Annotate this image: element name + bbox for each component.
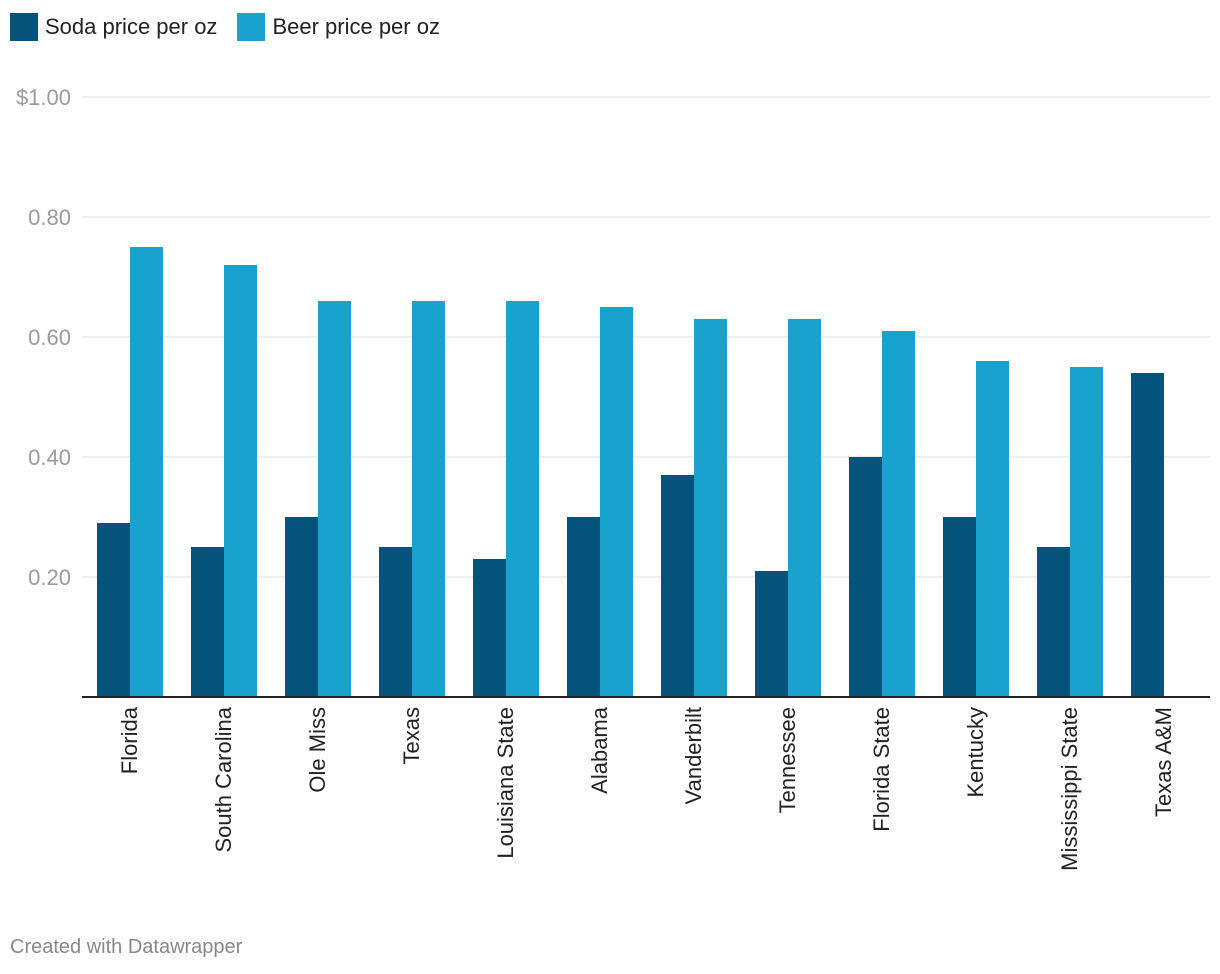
y-tick-label: $1.00 [16,85,71,110]
bar-soda [567,517,600,697]
bar-beer [224,265,257,697]
grid-layer: 0.20 0.40 0.60 0.80 $1.00 [16,85,1210,590]
bar-layer [97,247,1164,697]
bar-soda [943,517,976,697]
bar-soda [1037,547,1070,697]
x-category-label: Florida State [869,707,894,832]
credit-footer: Created with Datawrapper [10,936,243,958]
x-category-label: Kentucky [963,707,988,798]
bar-beer [976,361,1009,697]
bar-beer [788,319,821,697]
legend-swatch [10,13,38,41]
x-category-label: Texas A&M [1151,707,1176,817]
y-tick-label: 0.80 [28,205,71,230]
x-category-label: South Carolina [211,706,236,852]
x-category-label: Vanderbilt [681,707,706,804]
x-category-label: Tennessee [775,707,800,813]
y-tick-label: 0.40 [28,445,71,470]
legend-label: Beer price per oz [272,14,440,39]
bar-soda [755,571,788,697]
bar-soda [473,559,506,697]
bar-beer [318,301,351,697]
bar-beer [694,319,727,697]
legend: Soda price per oz Beer price per oz [10,12,460,42]
x-category-label: Florida [117,706,142,774]
bar-beer [600,307,633,697]
x-category-label: Alabama [587,706,612,794]
bar-beer [412,301,445,697]
legend-label: Soda price per oz [45,14,218,39]
bar-soda [285,517,318,697]
bar-beer [506,301,539,697]
bar-soda [1131,373,1164,697]
x-category-label: Mississippi State [1057,707,1082,871]
bar-soda [379,547,412,697]
legend-swatch [237,13,266,41]
category-label-layer: Florida South Carolina Ole Miss Texas Louisi… [117,706,1176,871]
legend-item-soda: Soda price per oz [10,13,217,41]
bar-soda [661,475,694,697]
y-tick-label: 0.60 [28,325,71,350]
bar-soda [97,523,130,697]
bar-beer [882,331,915,697]
legend-item-beer: Beer price per oz [237,13,440,41]
y-tick-label: 0.20 [28,565,71,590]
bar-beer [130,247,163,697]
x-category-label: Louisiana State [493,707,518,859]
bar-soda [191,547,224,697]
bar-soda [849,457,882,697]
bar-beer [1070,367,1103,697]
x-category-label: Ole Miss [305,707,330,793]
x-category-label: Texas [399,707,424,764]
